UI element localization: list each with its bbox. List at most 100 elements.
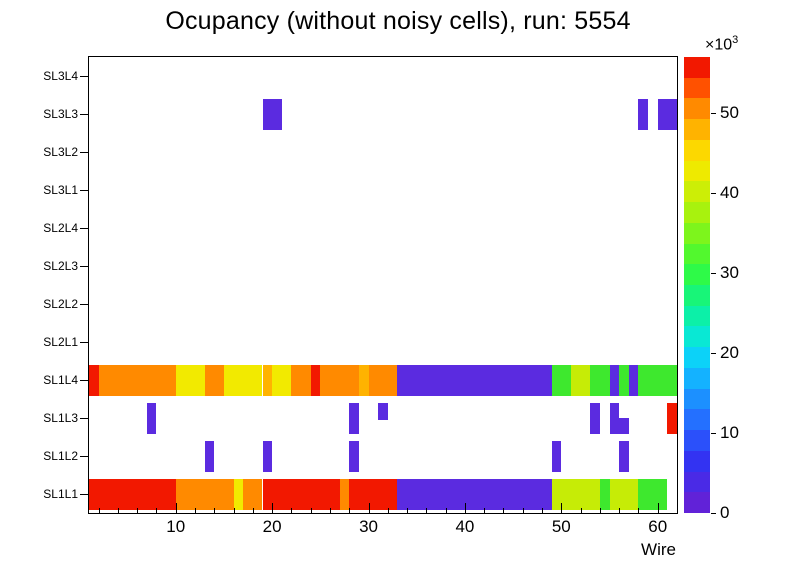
y-axis-tick (80, 418, 89, 419)
colorbar-band (684, 388, 710, 410)
x-axis-title: Wire (641, 540, 676, 559)
colorbar-tick (711, 113, 716, 114)
heatmap-cell-sl1l1-w58 (638, 478, 668, 510)
x-axis-minor-tick (503, 508, 505, 513)
x-axis-minor-tick (291, 508, 293, 513)
colorbar-band (684, 263, 710, 285)
colorbar-band (684, 408, 710, 431)
x-axis-minor-tick (426, 508, 428, 513)
colorbar-tick-label: 30 (720, 263, 739, 282)
heatmap-cell-sl1l3-w55 (609, 402, 620, 434)
x-axis-tick (464, 503, 466, 513)
y-axis-label-sl1l4: SL1L4 (43, 372, 78, 387)
x-axis-minor-tick (233, 508, 235, 513)
heatmap-cell-sl1l4-w22 (291, 364, 311, 396)
y-axis-tick (80, 76, 89, 77)
heatmap-cell-sl1l2-w28 (349, 440, 359, 472)
heatmap-cell-sl1l3-w61 (667, 402, 677, 434)
heatmap-cell-sl1l1-w33 (397, 478, 552, 510)
y-axis-label-sl1l3: SL1L3 (43, 410, 78, 425)
colorbar-tick (711, 273, 716, 274)
y-axis-label-sl3l1: SL3L1 (43, 182, 78, 197)
heatmap-cell-sl1l2-w13 (204, 440, 215, 472)
colorbar-band (684, 160, 710, 182)
y-axis-label-sl1l2: SL1L2 (43, 448, 78, 463)
heatmap-cell-sl1l4-w58 (638, 364, 677, 396)
y-axis-tick (80, 190, 89, 191)
heatmap-cell-sl1l4-w53 (590, 364, 610, 396)
heatmap-cell-sl1l4-w20 (272, 364, 292, 396)
colorbar-band (684, 346, 710, 368)
y-axis-label-sl3l3: SL3L3 (43, 106, 78, 121)
x-axis-tick (561, 503, 563, 513)
colorbar-multiplier-label: ×103 (705, 34, 738, 54)
heatmap-cell-sl1l3-w28 (349, 402, 359, 434)
colorbar-band (684, 201, 710, 223)
colorbar-multiplier-exponent: 3 (732, 34, 739, 46)
colorbar-tick (711, 513, 716, 514)
x-axis-minor-tick (329, 508, 331, 513)
x-axis-minor-tick (349, 508, 351, 513)
colorbar-band (684, 118, 710, 140)
heatmap-cell-sl1l1-w19 (262, 478, 340, 510)
heatmap-cell-sl1l4-w25 (320, 364, 359, 396)
y-axis-tick (80, 266, 89, 267)
colorbar-tick-label: 10 (720, 423, 739, 442)
x-axis-minor-tick (195, 508, 197, 513)
y-axis-label-sl2l3: SL2L3 (43, 258, 78, 273)
colorbar-tick-label: 20 (720, 343, 739, 362)
y-axis-tick (80, 304, 89, 305)
colorbar-band (684, 450, 710, 472)
x-axis-tick (657, 503, 659, 513)
colorbar-band (684, 429, 710, 451)
colorbar-tick-label: 0 (720, 503, 730, 522)
y-axis-label-sl2l1: SL2L1 (43, 334, 78, 349)
x-axis-tick (272, 503, 274, 513)
colorbar-band (684, 325, 710, 348)
x-axis-minor-tick (619, 508, 621, 513)
heatmap-cell-sl1l4-w15 (223, 364, 263, 396)
y-axis-tick (80, 494, 89, 495)
heatmap-cell-sl1l1-w28 (349, 478, 398, 510)
x-axis-tick-label: 40 (455, 517, 475, 536)
heatmap-cell-sl1l1-w10 (175, 478, 234, 510)
colorbar-band (684, 471, 710, 493)
colorbar-band (684, 491, 710, 513)
x-axis-minor-tick (407, 508, 409, 513)
x-axis-minor-tick (542, 508, 544, 513)
heatmap-cell-sl1l1-w1 (89, 478, 176, 510)
heatmap-cell-sl3l3-w19 (262, 98, 282, 130)
heatmap-cell-sl1l4-w13 (204, 364, 224, 396)
x-axis-minor-tick (156, 508, 158, 513)
heatmap-cell-sl1l3-w56 (619, 418, 629, 434)
heatmap-cell-sl1l1-w54 (599, 478, 610, 510)
x-axis-minor-tick (117, 508, 119, 513)
heatmap-cell-sl1l2-w19 (262, 440, 273, 472)
y-axis-label-sl3l2: SL3L2 (43, 144, 78, 159)
x-axis-tick-label: 60 (648, 517, 668, 536)
colorbar (684, 56, 710, 513)
x-axis-minor-tick (445, 508, 447, 513)
x-axis-minor-tick (310, 508, 312, 513)
y-axis-label-sl2l2: SL2L2 (43, 296, 78, 311)
y-axis-tick (80, 228, 89, 229)
colorbar-band (684, 139, 710, 161)
x-axis-minor-tick (522, 508, 524, 513)
heatmap-cell-sl1l4-w1 (89, 364, 99, 396)
y-axis-label-sl2l4: SL2L4 (43, 220, 78, 235)
heatmap-cell-sl1l3-w53 (590, 402, 600, 434)
heatmap-cell-sl1l4-w55 (609, 364, 620, 396)
x-axis-minor-tick (599, 508, 601, 513)
heatmap-cell-sl3l3-w60 (657, 98, 677, 130)
colorbar-band (684, 367, 710, 389)
y-axis-tick (80, 380, 89, 381)
y-axis-tick (80, 114, 89, 115)
x-axis-minor-tick (387, 508, 389, 513)
heatmap-cell-sl1l1-w49 (551, 478, 600, 510)
heatmap-cell-sl3l3-w58 (638, 98, 649, 130)
colorbar-tick (711, 353, 716, 354)
x-axis-tick (175, 503, 177, 513)
y-axis-label-sl3l4: SL3L4 (43, 68, 78, 83)
heatmap-cell-sl1l1-w16 (233, 478, 244, 510)
